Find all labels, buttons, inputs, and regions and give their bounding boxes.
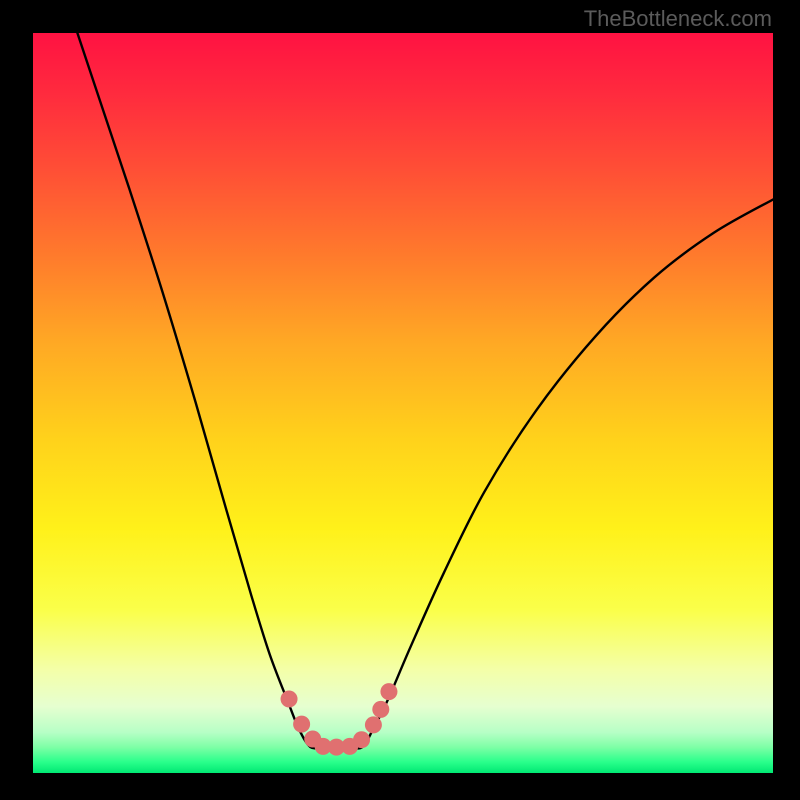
gradient-background [33, 33, 773, 773]
chart-stage: TheBottleneck.com [0, 0, 800, 800]
watermark-text: TheBottleneck.com [584, 6, 772, 32]
